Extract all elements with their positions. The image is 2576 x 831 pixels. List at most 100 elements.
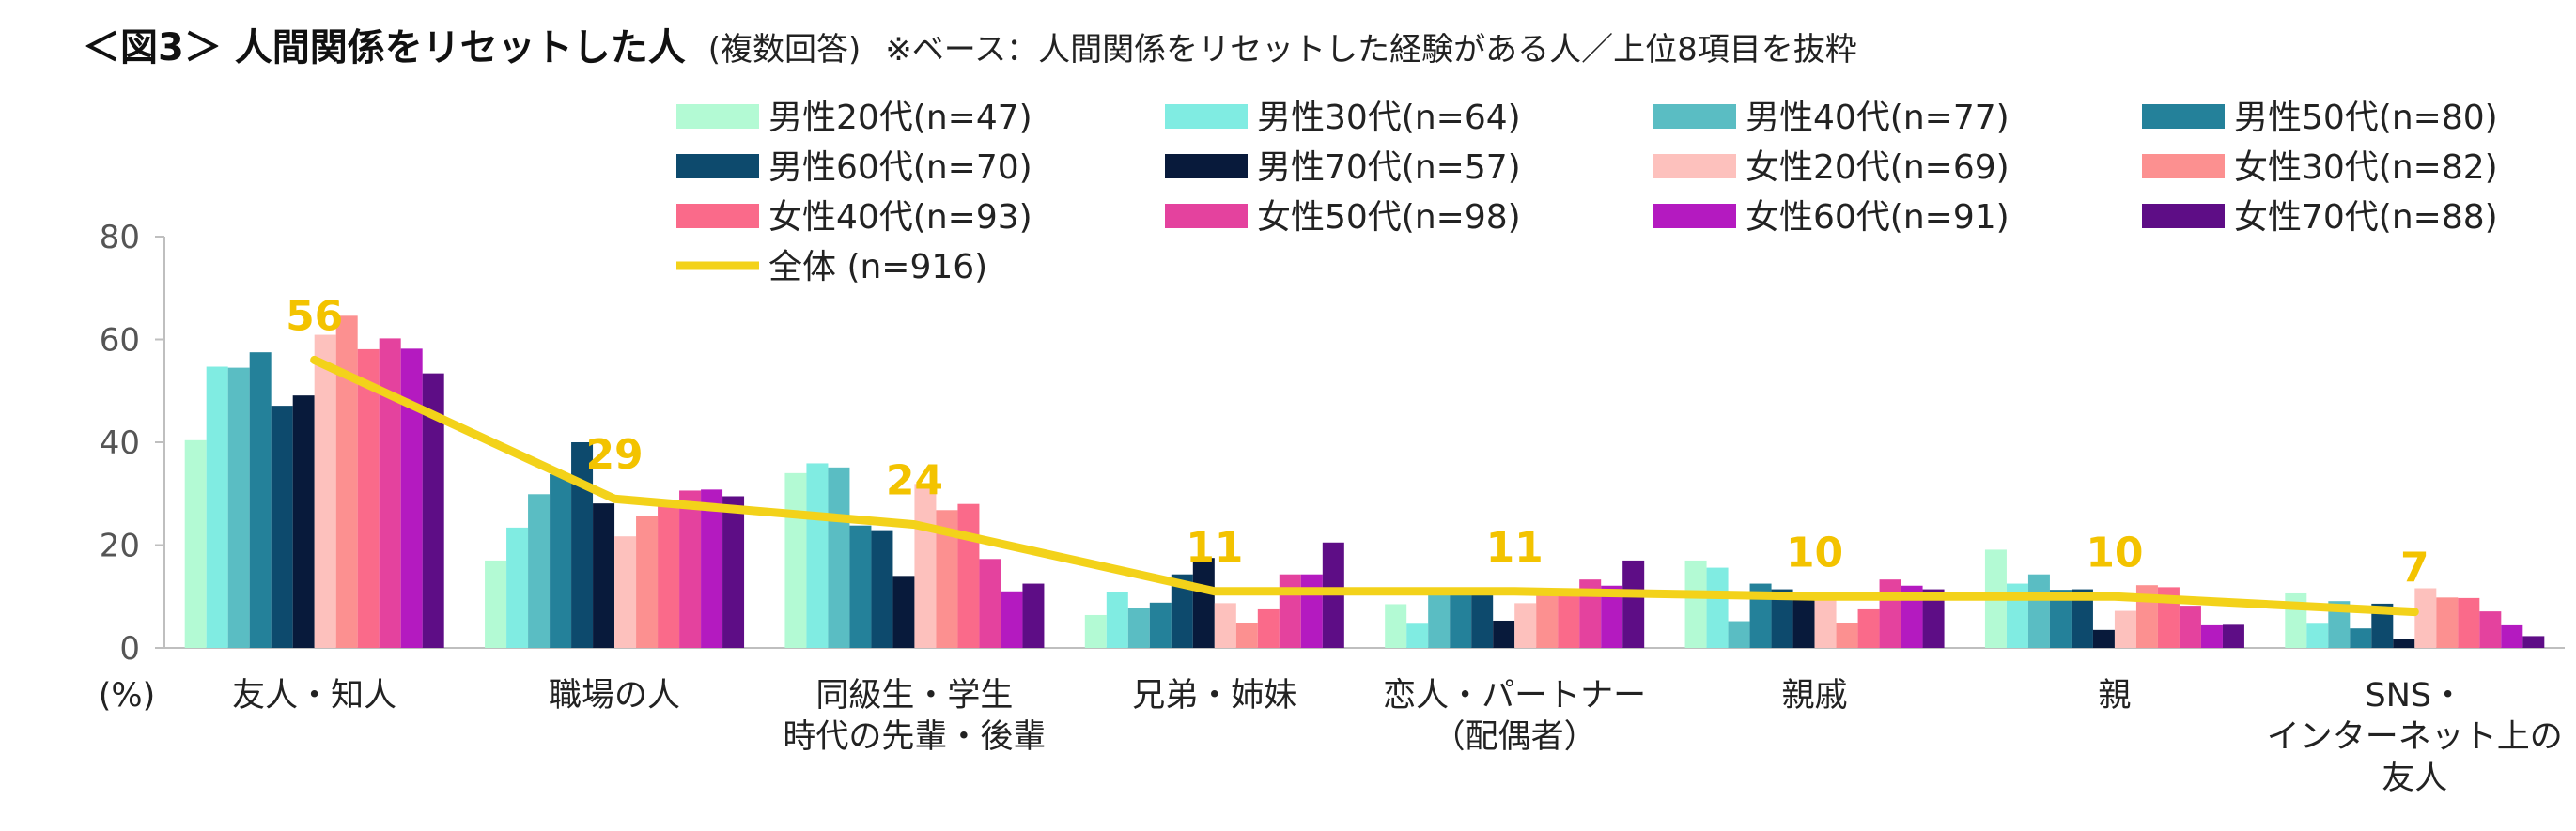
bar (2092, 629, 2115, 648)
legend-label: 男性60代(n=70) (768, 148, 1032, 187)
legend-swatch (1653, 154, 1736, 178)
legend-label: 女性50代(n=98) (1257, 198, 1521, 237)
legend-label: 男性40代(n=77) (1746, 99, 2010, 137)
legend-label: 女性60代(n=91) (1746, 198, 2010, 237)
total-data-label: 10 (2086, 529, 2143, 577)
bar (1235, 623, 1258, 648)
total-data-label: 24 (886, 457, 943, 505)
legend-label: 男性70代(n=57) (1257, 148, 1521, 187)
bar (701, 489, 723, 648)
bar (206, 366, 228, 648)
bar (1901, 585, 1923, 648)
bar (2414, 588, 2437, 648)
bar (2200, 624, 2223, 648)
bar (1192, 558, 1215, 648)
bar (1171, 574, 1193, 648)
bar (506, 527, 529, 648)
category-label: 兄弟・姉妹 (1132, 677, 1296, 715)
legend-swatch (2142, 104, 2225, 129)
bar (2306, 623, 2329, 648)
legend-label: 男性30代(n=64) (1257, 99, 1521, 137)
bar (1684, 560, 1707, 648)
legend-swatch (1165, 104, 1248, 129)
bar (1622, 560, 1645, 648)
bar (1406, 623, 1429, 648)
bar (614, 536, 637, 648)
category-label: （配偶者） (1433, 718, 1597, 756)
category-label: SNS・ (2366, 677, 2465, 715)
bar (1471, 589, 1494, 648)
bar (1922, 589, 1945, 648)
bar (593, 503, 615, 648)
legend-swatch (2142, 154, 2225, 178)
bar (871, 530, 893, 648)
unit-label: (%) (99, 677, 156, 715)
legend-swatch (1653, 204, 1736, 228)
total-data-label: 11 (1486, 524, 1544, 572)
total-series-line (310, 355, 2419, 617)
bar (2179, 606, 2201, 648)
total-data-label: 56 (286, 292, 343, 340)
chart-title-note: (複数回答) (707, 31, 861, 69)
bar (828, 467, 850, 648)
bar (335, 315, 358, 648)
bar (1279, 574, 1301, 648)
category-label: 友人・知人 (232, 677, 396, 715)
bar (1792, 593, 1815, 648)
legend-label: 女性20代(n=69) (1746, 148, 2010, 187)
category-label: インターネット上の (2267, 718, 2563, 756)
total-data-label: 29 (585, 431, 643, 479)
legend-label: 男性50代(n=80) (2234, 99, 2498, 137)
legend-swatch (1165, 204, 1248, 228)
bar (806, 463, 829, 648)
total-data-label: 11 (1186, 524, 1243, 572)
bar (2501, 624, 2523, 648)
bar (2350, 628, 2372, 648)
bar (636, 516, 659, 648)
bar (1149, 602, 1172, 648)
bar (1022, 583, 1045, 648)
bar (1814, 595, 1837, 648)
bar (784, 472, 807, 648)
bar (1771, 589, 1793, 648)
bar (2479, 611, 2502, 648)
legend-swatch (1653, 104, 1736, 129)
bar (2071, 589, 2093, 648)
y-tick-label: 80 (100, 219, 140, 256)
y-tick-label: 40 (100, 424, 140, 462)
bar (550, 473, 572, 648)
bar (1257, 608, 1280, 648)
bar (422, 373, 444, 648)
bar (2393, 639, 2415, 648)
bar (314, 334, 336, 648)
bar (1558, 592, 1580, 648)
legend-label: 女性70代(n=88) (2234, 198, 2498, 237)
bar (184, 439, 207, 648)
bar (271, 406, 293, 648)
bar (679, 490, 702, 648)
legend-label: 全体 (n=916) (768, 248, 987, 286)
y-tick-label: 60 (100, 322, 140, 360)
bar (1001, 591, 1023, 648)
bar (1536, 591, 1559, 648)
bar (249, 352, 272, 648)
bar (2328, 601, 2351, 648)
bar (914, 484, 937, 648)
bar (849, 525, 872, 648)
bar (1127, 608, 1150, 648)
bar (1084, 614, 1107, 648)
bar (2522, 636, 2545, 648)
bar (1214, 603, 1236, 648)
category-label: 友人 (2382, 760, 2447, 797)
total-data-label: 7 (2400, 545, 2429, 592)
legend-swatch (2142, 204, 2225, 228)
legend-label: 女性30代(n=82) (2234, 148, 2498, 187)
bar (400, 348, 423, 648)
category-label: 恋人・パートナー (1383, 677, 1646, 715)
bar (2027, 574, 2050, 648)
bar (1879, 579, 1901, 648)
bar (1514, 603, 1537, 648)
legend-swatch (676, 204, 759, 228)
bar (1857, 608, 1880, 648)
